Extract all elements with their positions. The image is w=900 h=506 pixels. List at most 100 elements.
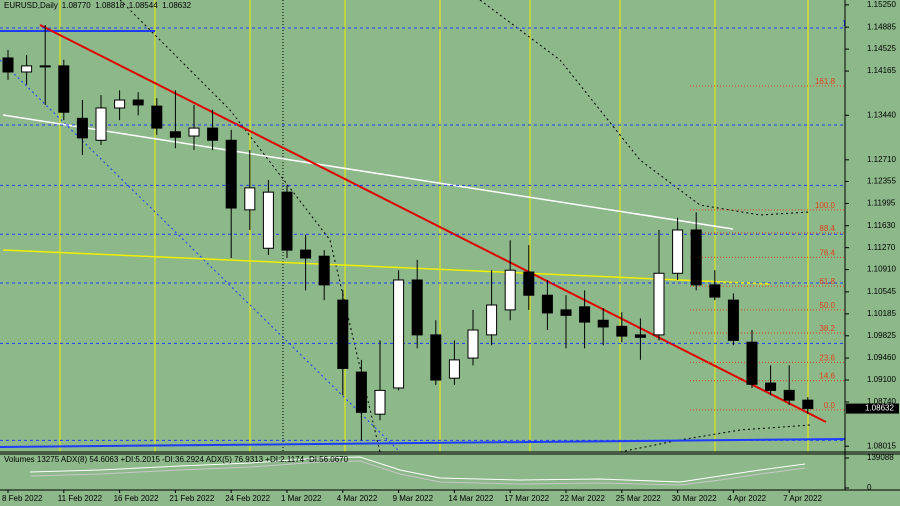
candle-body	[355, 371, 367, 413]
current-price-box	[846, 403, 899, 414]
y-tick-label: 1.12710	[867, 155, 896, 164]
date-label: 9 Mar 2022	[393, 494, 434, 503]
y-tick-label: 1.11995	[867, 199, 896, 208]
date-label: 21 Feb 2022	[169, 494, 214, 503]
candle-body	[21, 65, 33, 73]
fib-label: 100.0	[815, 201, 836, 210]
trend-line	[2, 114, 734, 230]
indicator-line	[29, 456, 806, 483]
y-tick-label: 1.14885	[867, 22, 896, 31]
date-label: 4 Apr 2022	[727, 494, 766, 503]
envelope-line	[479, 0, 811, 216]
candle-body	[560, 309, 572, 316]
candle-body	[448, 359, 460, 379]
candle-body	[597, 319, 609, 328]
candle-body	[244, 187, 256, 211]
date-label: 25 Mar 2022	[616, 494, 661, 503]
candle-body	[225, 139, 237, 209]
y-tick-label: 1.14525	[867, 44, 896, 53]
candle-body	[541, 294, 553, 314]
candle-body	[523, 271, 535, 296]
date-label: 4 Mar 2022	[337, 494, 378, 503]
candle-body	[169, 131, 181, 138]
y-tick-label: 1.12355	[867, 177, 896, 186]
candle-body	[653, 272, 665, 336]
y-tick-label: 1.15250	[867, 0, 896, 9]
fib-label: 76.4	[819, 249, 835, 258]
date-label: 11 Feb 2022	[58, 494, 103, 503]
candle-body	[281, 191, 293, 251]
channel-line	[0, 59, 401, 453]
y-tick-label: 1.08015	[867, 441, 896, 450]
candle-body	[318, 255, 330, 286]
candle-body	[114, 99, 126, 109]
ohlc-low: 1.08544	[129, 1, 158, 10]
y-tick-label: 1.11270	[867, 243, 896, 252]
candle-body	[746, 341, 758, 385]
date-label: 24 Feb 2022	[225, 494, 270, 503]
candle-body	[783, 389, 795, 401]
trend-line	[2, 249, 771, 285]
candle-body	[76, 117, 88, 139]
y-tick-label: 1.10185	[867, 309, 896, 318]
y-tick-label: 1.08740	[867, 397, 896, 406]
date-label: 22 Mar 2022	[560, 494, 605, 503]
fib-label: 0.0	[824, 401, 836, 410]
chart-title: EURUSD,Daily	[4, 1, 58, 10]
y-tick-label: 1.10910	[867, 265, 896, 274]
indicator-tick-label: 139088	[867, 453, 894, 462]
fib-label: 14.6	[819, 372, 835, 381]
candle-body	[727, 299, 739, 341]
candle-body	[207, 127, 219, 141]
y-tick-label: 1.11630	[867, 221, 896, 230]
candle-body	[300, 249, 312, 259]
trend-line	[39, 24, 827, 423]
ohlc-open: 1.08770	[62, 1, 91, 10]
candle-body	[151, 105, 163, 129]
current-price-label: 1.08632	[865, 404, 894, 413]
candle-body	[709, 284, 721, 298]
candle-body	[393, 279, 405, 389]
candle-body	[802, 399, 814, 410]
time-scale: 8 Feb 2022 11 Feb 2022 16 Feb 2022 21 Feb 2…	[2, 490, 822, 503]
candle-body	[467, 329, 479, 359]
candle-body	[39, 65, 51, 68]
candle-body	[765, 382, 777, 391]
candle-body	[132, 99, 144, 106]
candle-body	[690, 229, 702, 286]
fib-label: 161.8	[815, 77, 836, 86]
candle-body	[616, 325, 628, 337]
ohlc-high: 1.08818	[95, 1, 124, 10]
candles	[2, 25, 814, 441]
candle-body	[634, 334, 646, 338]
candle-body	[672, 229, 684, 274]
candle-body	[579, 306, 591, 323]
fib-label: 23.6	[819, 353, 835, 362]
y-tick-label: 1.09825	[867, 331, 896, 340]
candle-body	[2, 57, 14, 73]
y-tick-label: 1.14165	[867, 66, 896, 75]
date-label: 1 Mar 2022	[281, 494, 322, 503]
date-label: 8 Feb 2022	[2, 494, 43, 503]
y-tick-label: 1.13440	[867, 110, 896, 119]
y-tick-label: 1.10545	[867, 287, 896, 296]
y-tick-label: 1.09100	[867, 375, 896, 384]
candle-body	[337, 299, 349, 369]
candle-body	[430, 334, 442, 381]
date-label: 7 Apr 2022	[783, 494, 822, 503]
fib-label: 38.2	[819, 324, 835, 333]
candle-body	[188, 127, 200, 137]
date-label: 14 Mar 2022	[448, 494, 493, 503]
y-tick-label: 1.09460	[867, 353, 896, 362]
price-scale: 1.15250 1.14885 1.14525 1.14165 1.13440 1.127…	[845, 0, 899, 450]
indicator-line	[29, 460, 806, 486]
date-label: 17 Mar 2022	[504, 494, 549, 503]
candle-body	[95, 107, 107, 141]
candle-body	[58, 65, 70, 113]
envelope-line	[619, 424, 811, 453]
ohlc-close: 1.08632	[162, 1, 191, 10]
candle-body	[262, 191, 274, 249]
